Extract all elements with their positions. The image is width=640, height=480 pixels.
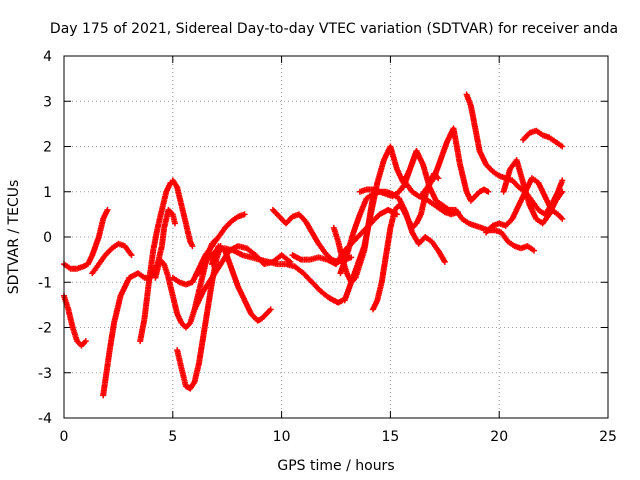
y-tick-label: -3: [38, 366, 52, 382]
plus-markers: [89, 240, 135, 277]
x-tick-label: 10: [273, 429, 291, 445]
plus-markers: [400, 148, 537, 254]
plus-markers: [417, 125, 492, 204]
series-track-24: [520, 127, 566, 150]
plus-markers: [195, 245, 346, 306]
series-track-07: [174, 243, 224, 392]
series-track-20: [417, 125, 492, 204]
plus-markers: [100, 206, 178, 399]
series-track-05: [137, 177, 196, 345]
y-tick-label: -1: [38, 275, 52, 291]
x-tick-label: 0: [60, 429, 69, 445]
plus-markers: [500, 157, 566, 227]
y-axis-label: SDTVAR / TECUs: [6, 180, 22, 295]
series-track-04: [100, 206, 178, 399]
y-tick-label: -4: [38, 411, 52, 427]
x-axis-label: GPS time / hours: [277, 458, 394, 474]
series-track-19: [400, 148, 537, 254]
y-tick-label: -2: [38, 321, 52, 337]
series-track-03: [89, 240, 135, 277]
plus-markers: [520, 127, 566, 150]
data-marks: [61, 91, 566, 399]
y-tick-label: 1: [43, 185, 52, 201]
plus-markers: [174, 243, 224, 392]
x-tick-label: 25: [599, 429, 617, 445]
y-tick-label: 3: [43, 94, 52, 110]
y-tick-labels: -4 -3 -2 -1 0 1 2 3 4: [38, 49, 52, 427]
series-track-23: [500, 157, 566, 227]
plus-markers: [137, 177, 196, 345]
chart-title: Day 175 of 2021, Sidereal Day-to-day VTE…: [50, 21, 618, 37]
x-tick-labels: 0 5 10 15 20 25: [60, 429, 617, 445]
x-tick-label: 5: [168, 429, 177, 445]
y-tick-label: 4: [43, 49, 52, 65]
y-tick-label: 0: [43, 230, 52, 246]
x-tick-label: 15: [381, 429, 399, 445]
x-tick-label: 20: [490, 429, 508, 445]
y-tick-label: 2: [43, 140, 52, 156]
series-track-11: [195, 245, 346, 306]
plot-frame: [63, 55, 609, 419]
